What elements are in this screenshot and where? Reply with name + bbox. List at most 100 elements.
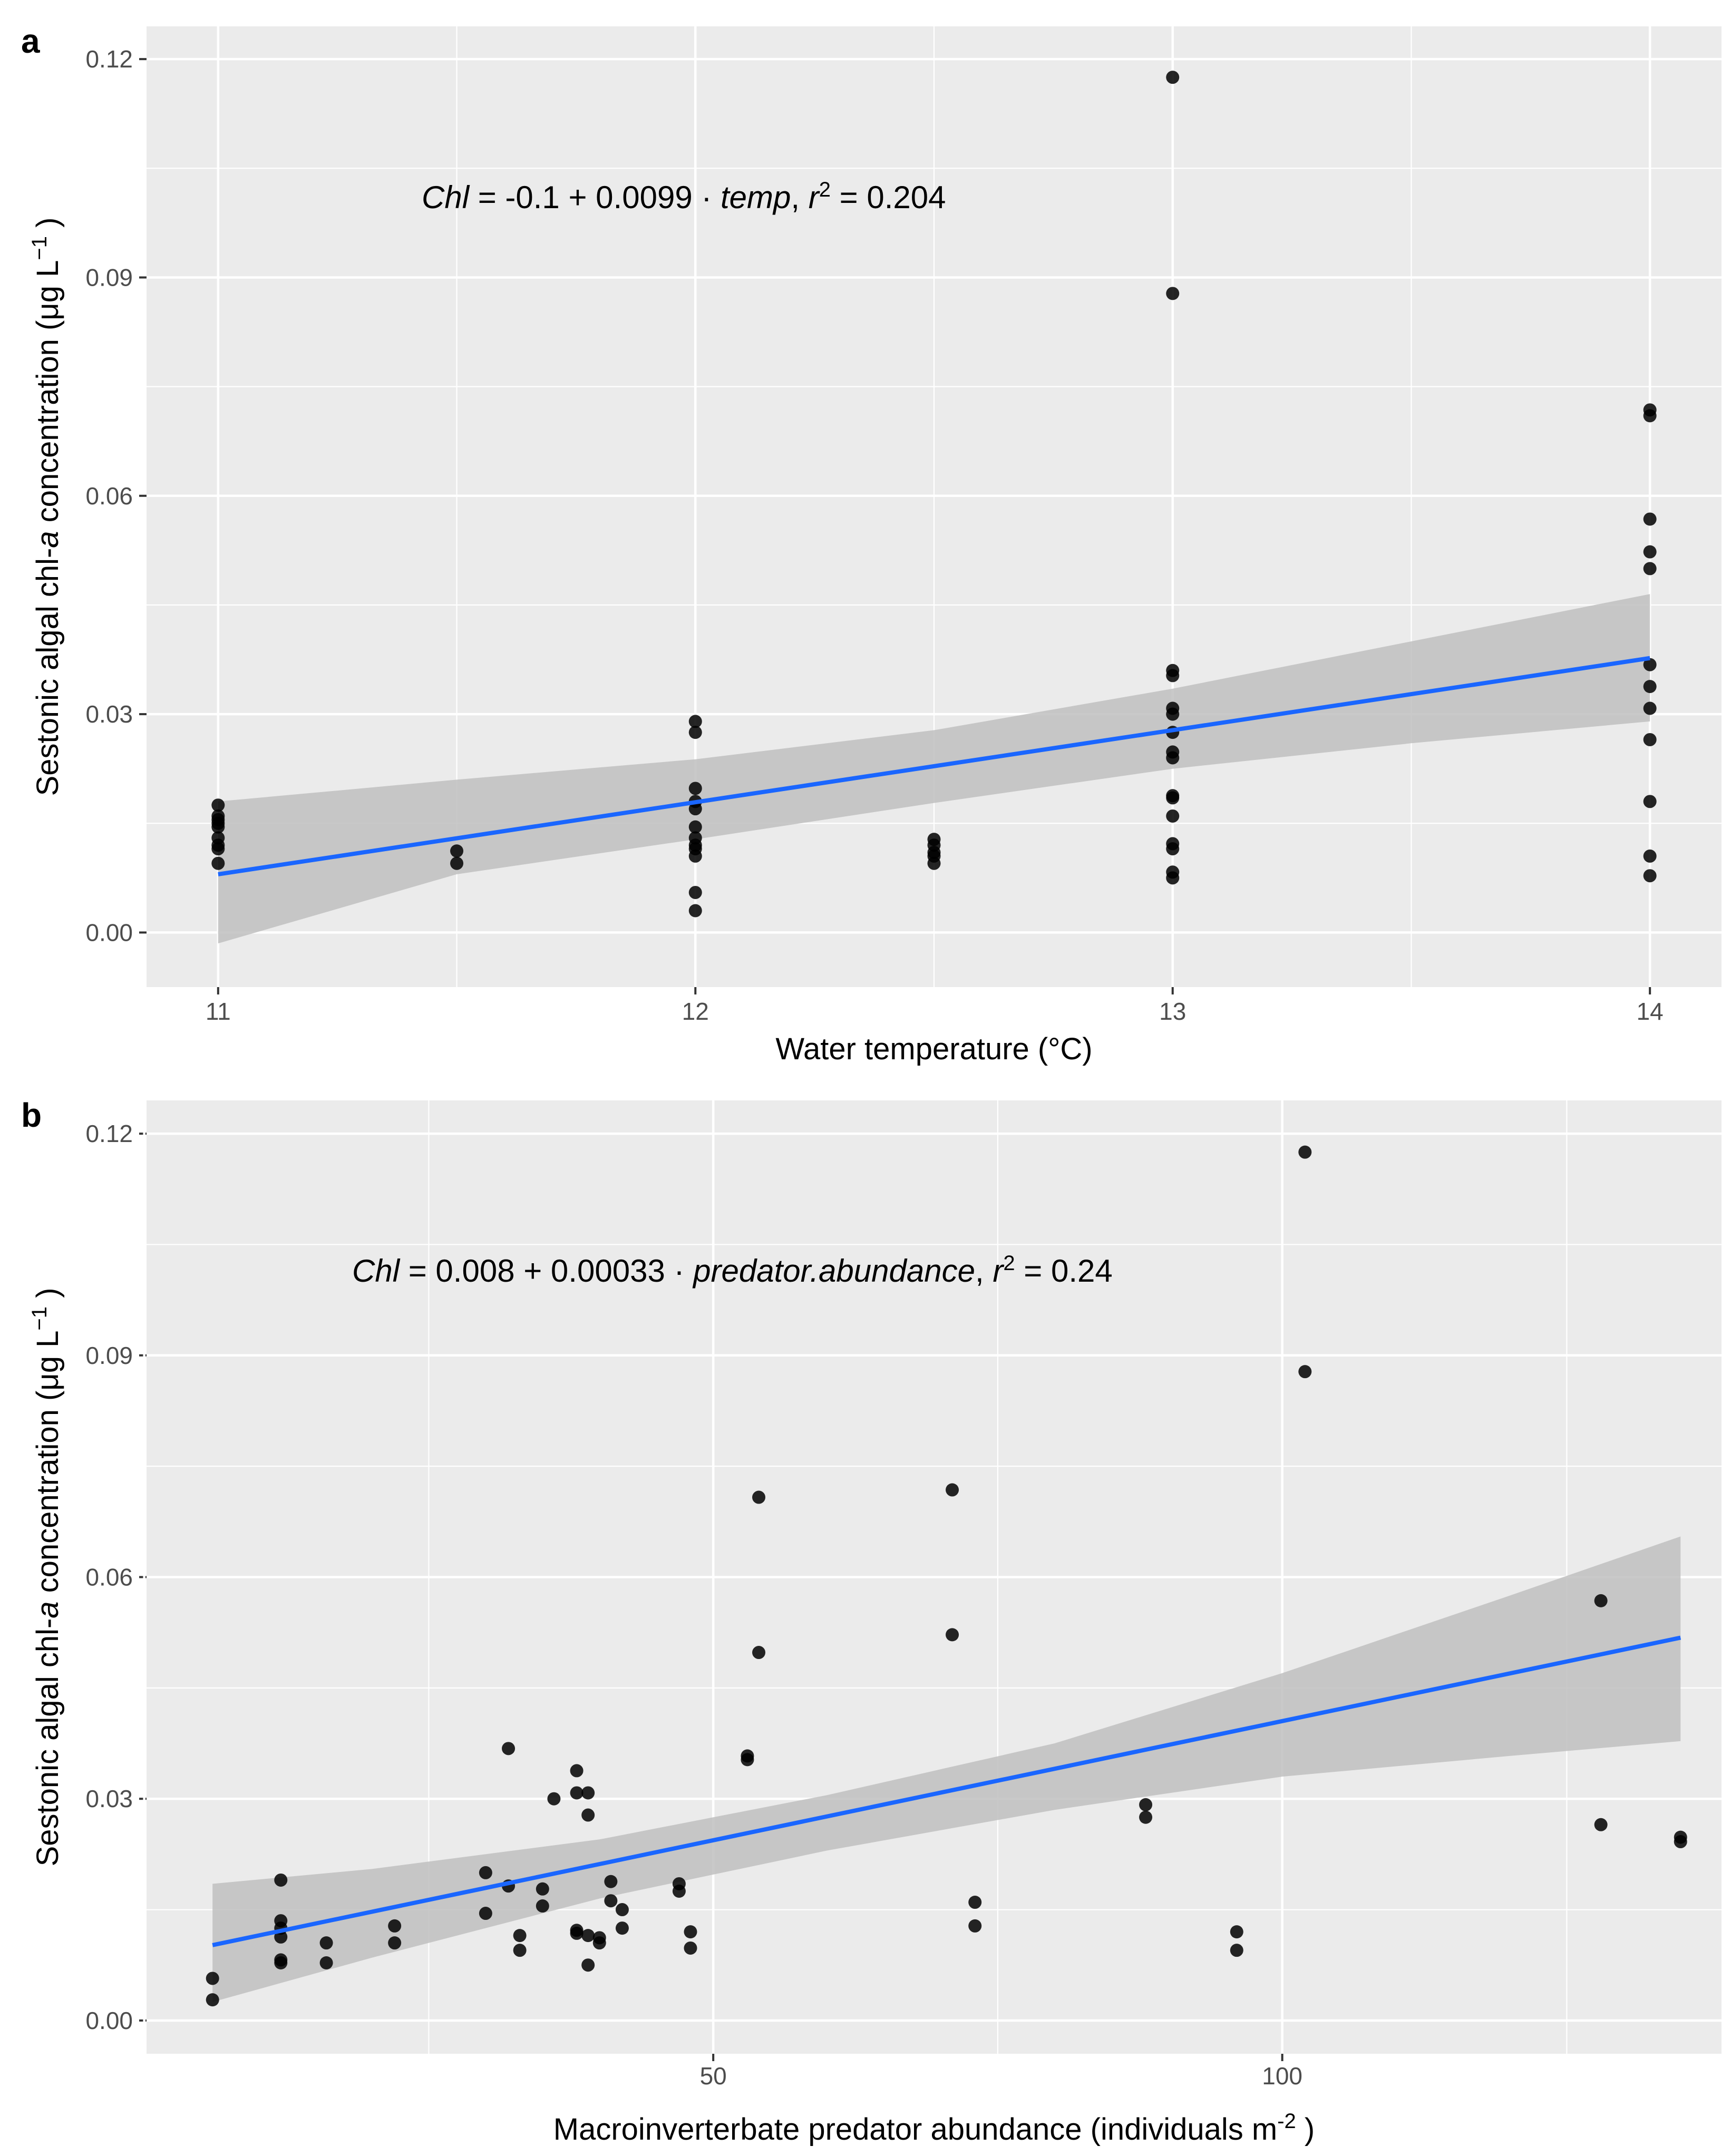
- data-point: [206, 1993, 219, 2007]
- y-tick-label: 0.03: [85, 700, 133, 728]
- confidence-band: [212, 1536, 1681, 2002]
- y-tick-label: 0.00: [85, 2007, 133, 2034]
- data-point: [211, 820, 225, 834]
- data-point: [604, 1894, 618, 1908]
- data-point: [319, 1956, 333, 1970]
- data-point: [1643, 562, 1657, 575]
- data-point: [1139, 1810, 1153, 1824]
- y-tick-label: 0.00: [85, 919, 133, 946]
- data-point: [688, 849, 702, 863]
- data-point: [274, 1956, 288, 1970]
- data-point: [1643, 512, 1657, 526]
- x-tick-label: 50: [700, 2062, 727, 2090]
- y-tick-label: 0.09: [85, 264, 133, 291]
- data-point: [1643, 658, 1657, 671]
- data-point: [1139, 1798, 1153, 1811]
- x-tick-label: 13: [1159, 998, 1186, 1025]
- data-point: [1166, 871, 1180, 885]
- data-point: [688, 885, 702, 899]
- data-point: [1166, 71, 1180, 84]
- data-point: [388, 1936, 402, 1950]
- data-point: [684, 1925, 697, 1939]
- x-tick-label: 100: [1262, 2062, 1302, 2090]
- data-point: [211, 856, 225, 870]
- data-point: [968, 1919, 982, 1933]
- data-point: [688, 726, 702, 739]
- data-point: [1298, 1365, 1312, 1379]
- data-point: [1166, 809, 1180, 823]
- data-point: [1166, 842, 1180, 856]
- data-point: [615, 1903, 629, 1917]
- y-tick-label: 0.03: [85, 1785, 133, 1812]
- panel-letter: a: [21, 22, 40, 60]
- data-point: [581, 1786, 595, 1800]
- data-point: [927, 856, 941, 870]
- data-point: [968, 1896, 982, 1909]
- data-point: [672, 1884, 686, 1898]
- data-point: [688, 715, 702, 728]
- fit-line: [218, 656, 1650, 876]
- data-point: [752, 1646, 766, 1660]
- data-point: [1594, 1818, 1608, 1831]
- data-point: [479, 1907, 492, 1920]
- data-point: [581, 1808, 595, 1822]
- data-point: [741, 1753, 754, 1767]
- data-point: [570, 1926, 584, 1940]
- panel-a: a 0.00 0.03 0.06 0.09 0.12 11 12 13 14 Chl = -0.1 …: [21, 22, 1722, 1066]
- regression-equation: Chl = -0.1 + 0.0099 · temp, r2 = 0.204: [422, 178, 946, 215]
- data-point: [536, 1899, 549, 1913]
- data-point: [319, 1936, 333, 1950]
- data-point: [1643, 849, 1657, 863]
- data-point: [946, 1483, 959, 1497]
- x-axis-title: Water temperature (°C): [775, 1032, 1092, 1066]
- data-point: [274, 1873, 288, 1887]
- data-point: [479, 1866, 492, 1879]
- data-point: [211, 842, 225, 856]
- data-point: [1643, 680, 1657, 694]
- data-point: [1166, 707, 1180, 721]
- data-point: [1298, 1145, 1312, 1159]
- x-tick-label: 14: [1637, 998, 1664, 1025]
- data-point: [513, 1929, 527, 1943]
- data-point: [1674, 1835, 1687, 1849]
- data-point: [211, 798, 225, 812]
- data-point: [1230, 1925, 1243, 1939]
- data-point: [450, 856, 464, 870]
- y-tick-label: 0.12: [85, 45, 133, 73]
- data-point: [688, 782, 702, 795]
- data-point: [684, 1941, 697, 1955]
- data-point: [547, 1792, 561, 1806]
- y-tick-label: 0.06: [85, 1564, 133, 1591]
- x-tick-label: 11: [206, 998, 231, 1025]
- data-point: [604, 1875, 618, 1888]
- y-axis-title: Sestonic algal chl-a concentration (μg L…: [28, 1288, 65, 1867]
- panel-b: b 0.00 0.03 0.06 0.09 0.12 50 100 Chl = 0.008 + …: [21, 1096, 1722, 2147]
- regression-equation: Chl = 0.008 + 0.00033 · predator.abundan…: [352, 1252, 1113, 1289]
- data-point: [581, 1929, 595, 1943]
- data-point: [570, 1786, 584, 1800]
- data-point: [513, 1944, 527, 1957]
- data-point: [450, 844, 464, 858]
- data-point: [688, 802, 702, 816]
- y-tick-label: 0.09: [85, 1342, 133, 1369]
- data-point: [1230, 1944, 1243, 1957]
- data-point: [1166, 669, 1180, 682]
- y-axis-title: Sestonic algal chl-a concentration (μg L…: [28, 218, 65, 796]
- data-point: [1594, 1594, 1608, 1607]
- data-point: [570, 1764, 584, 1778]
- data-point: [1166, 791, 1180, 805]
- data-point: [1643, 545, 1657, 559]
- confidence-band: [218, 594, 1650, 944]
- data-point: [388, 1919, 402, 1933]
- y-tick-label: 0.12: [85, 1120, 133, 1147]
- data-point: [752, 1490, 766, 1504]
- data-point: [688, 820, 702, 834]
- data-point: [1166, 751, 1180, 765]
- data-point: [592, 1936, 606, 1950]
- x-axis-title: Macroinverterbate predator abundance (in…: [553, 2110, 1315, 2147]
- data-point: [536, 1882, 549, 1896]
- data-point: [946, 1628, 959, 1642]
- y-tick-label: 0.06: [85, 482, 133, 510]
- data-point: [1643, 409, 1657, 423]
